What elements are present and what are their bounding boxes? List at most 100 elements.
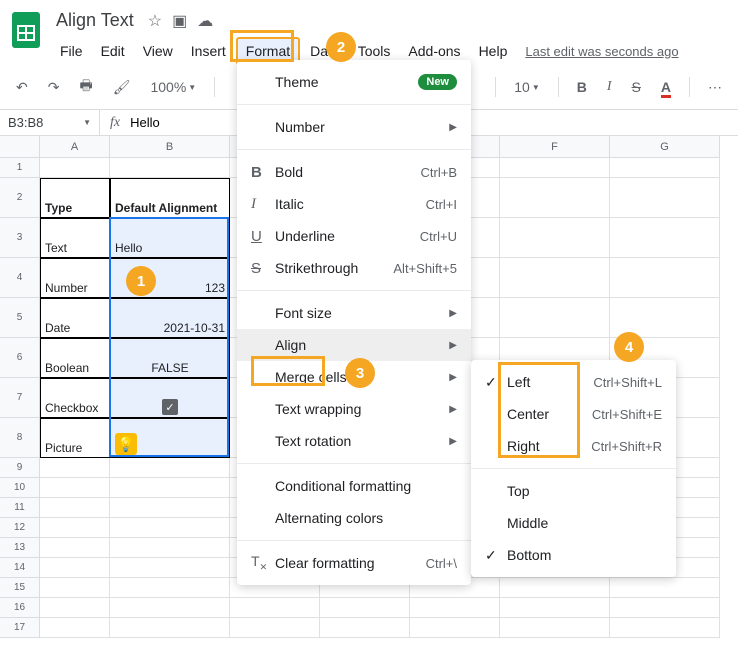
cell-F16[interactable]: [500, 598, 610, 618]
cell-G3[interactable]: [610, 218, 720, 258]
cell-A2[interactable]: Type: [40, 178, 110, 218]
more-toolbar-icon[interactable]: ⋯: [702, 75, 728, 100]
cell-A3[interactable]: Text: [40, 218, 110, 258]
cell-A17[interactable]: [40, 618, 110, 638]
menu-insert[interactable]: Insert: [183, 39, 234, 63]
menu-item-conditional-formatting[interactable]: Conditional formatting: [237, 470, 471, 502]
align-option-middle[interactable]: Middle: [471, 507, 676, 539]
row-header-6[interactable]: 6: [0, 338, 40, 378]
menu-item-text-rotation[interactable]: Text rotation ▶: [237, 425, 471, 457]
cell-F2[interactable]: [500, 178, 610, 218]
cell-B2[interactable]: Default Alignment: [110, 178, 230, 218]
menu-item-text-wrapping[interactable]: Text wrapping ▶: [237, 393, 471, 425]
cell-B13[interactable]: [110, 538, 230, 558]
cell-A7[interactable]: Checkbox: [40, 378, 110, 418]
row-header-1[interactable]: 1: [0, 158, 40, 178]
menu-item-align[interactable]: Align ▶: [237, 329, 471, 361]
menu-item-number[interactable]: Number ▶: [237, 111, 471, 143]
cell-B9[interactable]: [110, 458, 230, 478]
cell-B1[interactable]: [110, 158, 230, 178]
cell-A10[interactable]: [40, 478, 110, 498]
cell-F1[interactable]: [500, 158, 610, 178]
cell-B3[interactable]: Hello: [110, 218, 230, 258]
cell-A14[interactable]: [40, 558, 110, 578]
star-icon[interactable]: ☆: [148, 11, 162, 31]
cell-B5[interactable]: 2021-10-31: [110, 298, 230, 338]
align-option-bottom[interactable]: ✓ Bottom: [471, 539, 676, 571]
cell-A12[interactable]: [40, 518, 110, 538]
cell-C16[interactable]: [230, 598, 320, 618]
menu-file[interactable]: File: [52, 39, 91, 63]
col-header-F[interactable]: F: [500, 136, 610, 158]
sheets-logo-icon[interactable]: [8, 12, 44, 48]
col-header-G[interactable]: G: [610, 136, 720, 158]
cell-B7[interactable]: ✓: [110, 378, 230, 418]
cell-A6[interactable]: Boolean: [40, 338, 110, 378]
cell-F3[interactable]: [500, 218, 610, 258]
move-icon[interactable]: ▣: [172, 11, 187, 31]
row-header-16[interactable]: 16: [0, 598, 40, 618]
row-header-11[interactable]: 11: [0, 498, 40, 518]
align-option-right[interactable]: Right Ctrl+Shift+R: [471, 430, 676, 462]
cell-B14[interactable]: [110, 558, 230, 578]
cell-B11[interactable]: [110, 498, 230, 518]
menu-item-underline[interactable]: U Underline Ctrl+U: [237, 220, 471, 252]
menu-view[interactable]: View: [135, 39, 181, 63]
font-size-select[interactable]: 10 ▼: [508, 75, 546, 99]
print-icon[interactable]: 🖶: [73, 71, 98, 103]
zoom-select[interactable]: 100% ▼: [144, 75, 202, 99]
cell-G4[interactable]: [610, 258, 720, 298]
cell-A13[interactable]: [40, 538, 110, 558]
cell-B8[interactable]: [110, 418, 230, 458]
undo-icon[interactable]: ↶: [10, 75, 34, 100]
cloud-icon[interactable]: ☁: [197, 11, 213, 31]
menu-item-italic[interactable]: I Italic Ctrl+I: [237, 188, 471, 220]
doc-title[interactable]: Align Text: [52, 8, 138, 33]
menu-help[interactable]: Help: [471, 39, 516, 63]
cell-B17[interactable]: [110, 618, 230, 638]
cell-F4[interactable]: [500, 258, 610, 298]
cell-G2[interactable]: [610, 178, 720, 218]
row-header-9[interactable]: 9: [0, 458, 40, 478]
row-header-4[interactable]: 4: [0, 258, 40, 298]
row-header-3[interactable]: 3: [0, 218, 40, 258]
cell-B15[interactable]: [110, 578, 230, 598]
menu-item-font-size[interactable]: Font size ▶: [237, 297, 471, 329]
bold-button[interactable]: B: [571, 75, 593, 99]
cell-G16[interactable]: [610, 598, 720, 618]
row-header-14[interactable]: 14: [0, 558, 40, 578]
menu-item-alternating-colors[interactable]: Alternating colors: [237, 502, 471, 534]
row-header-8[interactable]: 8: [0, 418, 40, 458]
cell-D16[interactable]: [320, 598, 410, 618]
cell-G17[interactable]: [610, 618, 720, 638]
name-box[interactable]: B3:B8 ▼: [0, 110, 100, 135]
cell-B16[interactable]: [110, 598, 230, 618]
strike-button[interactable]: S: [626, 75, 647, 99]
cell-E17[interactable]: [410, 618, 500, 638]
cell-G15[interactable]: [610, 578, 720, 598]
cell-A15[interactable]: [40, 578, 110, 598]
cell-B10[interactable]: [110, 478, 230, 498]
cell-C17[interactable]: [230, 618, 320, 638]
cell-A8[interactable]: Picture: [40, 418, 110, 458]
align-option-center[interactable]: Center Ctrl+Shift+E: [471, 398, 676, 430]
redo-icon[interactable]: ↷: [42, 75, 66, 100]
menu-item-bold[interactable]: B Bold Ctrl+B: [237, 156, 471, 188]
cell-D17[interactable]: [320, 618, 410, 638]
cell-A4[interactable]: Number: [40, 258, 110, 298]
row-header-7[interactable]: 7: [0, 378, 40, 418]
cell-F15[interactable]: [500, 578, 610, 598]
cell-B6[interactable]: FALSE: [110, 338, 230, 378]
text-color-button[interactable]: A: [655, 75, 677, 99]
row-header-15[interactable]: 15: [0, 578, 40, 598]
cell-A16[interactable]: [40, 598, 110, 618]
row-header-2[interactable]: 2: [0, 178, 40, 218]
select-all-corner[interactable]: [0, 136, 40, 158]
paint-format-icon[interactable]: 🖌: [107, 75, 137, 100]
align-option-left[interactable]: ✓ Left Ctrl+Shift+L: [471, 366, 676, 398]
col-header-A[interactable]: A: [40, 136, 110, 158]
italic-button[interactable]: I: [601, 75, 618, 99]
cell-A5[interactable]: Date: [40, 298, 110, 338]
row-header-12[interactable]: 12: [0, 518, 40, 538]
menu-item-strikethrough[interactable]: S Strikethrough Alt+Shift+5: [237, 252, 471, 284]
